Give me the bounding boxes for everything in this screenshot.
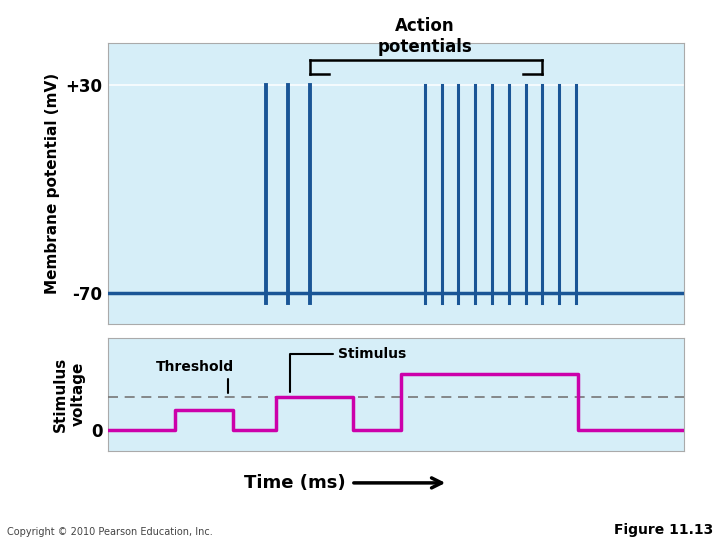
Text: Stimulus: Stimulus	[290, 347, 407, 393]
Text: Figure 11.13: Figure 11.13	[613, 523, 713, 537]
Text: Action
potentials: Action potentials	[377, 17, 472, 56]
Text: Copyright © 2010 Pearson Education, Inc.: Copyright © 2010 Pearson Education, Inc.	[7, 527, 213, 537]
Text: Time (ms): Time (ms)	[244, 474, 346, 492]
Y-axis label: Stimulus
voltage: Stimulus voltage	[53, 356, 86, 432]
Y-axis label: Membrane potential (mV): Membrane potential (mV)	[45, 73, 60, 294]
Text: Threshold: Threshold	[156, 360, 234, 393]
